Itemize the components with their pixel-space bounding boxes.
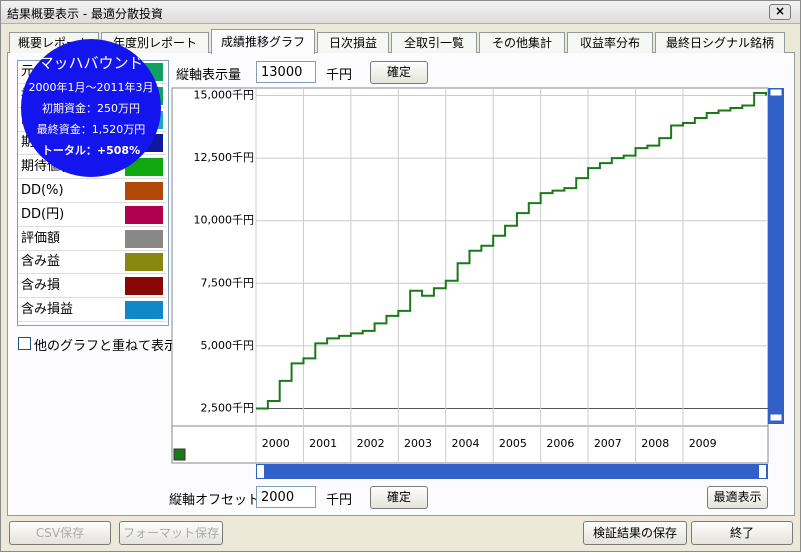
badge-final: 最終資金：1,520万円 — [36, 123, 146, 136]
series-swatch — [125, 301, 163, 319]
equity-line — [256, 92, 767, 410]
horizontal-scrollbar[interactable] — [256, 464, 768, 479]
series-item[interactable]: DD(%) — [18, 180, 166, 203]
range-input[interactable]: 13000 — [256, 61, 316, 83]
exit-button[interactable]: 終了 — [691, 521, 793, 545]
title-bar: 結果概要表示 - 最適分散投資 × — [1, 1, 800, 24]
scroll-handle[interactable] — [769, 413, 783, 422]
series-label: 含み損 — [21, 278, 61, 294]
series-swatch — [125, 277, 163, 296]
scroll-handle[interactable] — [769, 88, 783, 97]
series-item[interactable]: 評価額 — [18, 227, 166, 251]
summary-badge: マッハバウンド 2000年1月～2011年3月 初期資金：250万円 最終資金：… — [21, 39, 161, 177]
y-tick-label: 15,000千円 — [194, 89, 255, 102]
series-swatch — [125, 158, 163, 177]
y-tick-label: 2,500千円 — [201, 401, 255, 414]
tab[interactable]: 日次損益 — [317, 32, 389, 53]
tab[interactable]: 成績推移グラフ — [211, 29, 315, 54]
y-tick-label: 12,500千円 — [194, 151, 255, 164]
scroll-handle[interactable] — [759, 465, 766, 478]
tab[interactable]: 全取引一覧 — [391, 32, 477, 53]
fit-button[interactable]: 最適表示 — [707, 486, 768, 509]
series-label: DD(%) — [21, 183, 64, 198]
x-tick-label: 2007 — [594, 437, 622, 450]
tab[interactable]: 年度別レポート — [101, 32, 209, 53]
series-label: 評価額 — [21, 230, 61, 246]
checkbox-label[interactable]: 他のグラフと重ねて表示 — [34, 339, 178, 354]
range-label: 縦軸表示量 — [176, 68, 242, 83]
y-tick-label: 7,500千円 — [201, 276, 255, 289]
badge-name: マッハバウンド — [38, 54, 144, 72]
y-tick-label: 10,000千円 — [194, 214, 255, 227]
series-swatch — [125, 253, 163, 272]
save-button[interactable]: 検証結果の保存 — [583, 521, 687, 545]
tab[interactable]: その他集計 — [479, 32, 565, 53]
x-tick-label: 2003 — [404, 437, 432, 450]
series-swatch — [125, 229, 163, 248]
x-tick-label: 2006 — [546, 437, 574, 450]
series-label: DD(円) — [21, 206, 65, 222]
scroll-handle[interactable] — [257, 465, 264, 478]
x-tick-label: 2000 — [262, 437, 290, 450]
series-item[interactable]: 含み損益 — [18, 299, 166, 322]
series-label: 含み損益 — [21, 302, 74, 317]
x-tick-label: 2001 — [309, 437, 337, 450]
chart-frame — [171, 87, 769, 464]
series-label: 含み益 — [21, 254, 61, 270]
color-indicator — [173, 448, 186, 461]
x-tick-label: 2005 — [499, 437, 527, 450]
csv-button[interactable]: CSV保存 — [9, 521, 111, 545]
x-tick-label: 2002 — [357, 437, 385, 450]
offset-label: 縦軸オフセット — [169, 493, 261, 508]
series-item[interactable]: DD(円) — [18, 203, 166, 227]
range-ok-button[interactable]: 確定 — [370, 61, 428, 84]
vertical-scrollbar[interactable] — [768, 88, 784, 424]
range-unit: 千円 — [326, 68, 353, 83]
x-tick-label: 2008 — [641, 437, 669, 450]
x-tick-label: 2009 — [689, 437, 717, 450]
series-swatch — [125, 182, 163, 200]
x-tick-label: 2004 — [451, 437, 479, 450]
tab[interactable]: 最終日シグナル銘柄 — [655, 32, 785, 53]
badge-initial: 初期資金：250万円 — [42, 102, 140, 115]
offset-unit: 千円 — [326, 493, 353, 508]
offset-input[interactable]: 2000 — [256, 486, 316, 508]
series-swatch — [125, 205, 163, 224]
tab[interactable]: 収益率分布 — [567, 32, 653, 53]
y-tick-label: 5,000千円 — [201, 339, 255, 352]
badge-period: 2000年1月～2011年3月 — [28, 81, 154, 94]
window-title: 結果概要表示 - 最適分散投資 — [7, 7, 163, 21]
checkbox[interactable] — [18, 337, 31, 350]
close-button[interactable]: × — [769, 4, 791, 20]
offset-ok-button[interactable]: 確定 — [370, 486, 428, 509]
series-item[interactable]: 含み損 — [18, 275, 166, 299]
format-button[interactable]: フォーマット保存 — [119, 521, 223, 545]
badge-total: トータル：+508% — [41, 144, 141, 157]
series-item[interactable]: 含み益 — [18, 251, 166, 275]
